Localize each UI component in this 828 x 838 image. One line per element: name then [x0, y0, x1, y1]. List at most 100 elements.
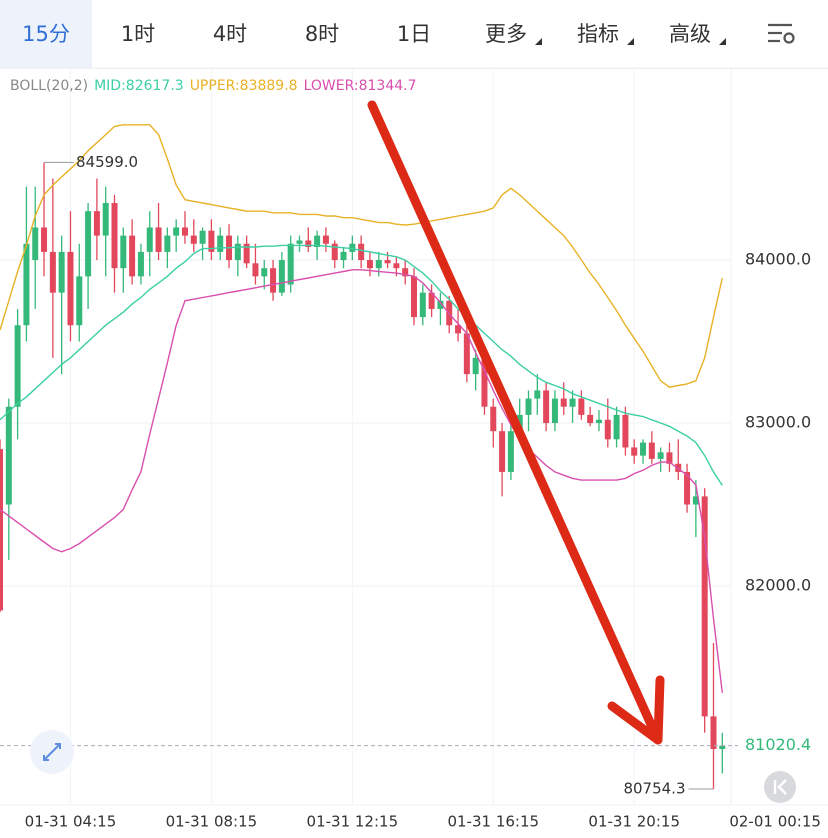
candle-body [155, 227, 162, 252]
candle-body [393, 263, 400, 269]
y-tick-label: 83000.0 [745, 413, 811, 432]
candle-body [234, 243, 241, 261]
x-tick-label: 01-31 04:15 [25, 813, 117, 831]
candle-body [604, 419, 611, 440]
period-tab[interactable]: 8时 [304, 22, 340, 46]
candle-body [684, 471, 691, 505]
candle-body [270, 268, 277, 293]
candle-body [534, 390, 541, 399]
candle-body [587, 414, 594, 424]
candle-body [472, 357, 479, 375]
legend-entry: LOWER:81344.7 [304, 78, 417, 94]
annotation-arrow [367, 100, 665, 745]
candle-body [631, 447, 638, 456]
band-line [0, 244, 723, 486]
band-line [0, 269, 723, 693]
candle-body [358, 243, 365, 261]
candle-body [5, 406, 12, 505]
period-tab[interactable]: 高级 [644, 0, 736, 68]
candle-body [622, 414, 629, 448]
back-icon [773, 779, 787, 795]
candle-body [340, 251, 347, 261]
candle-body [173, 227, 180, 236]
candle-body [402, 268, 409, 277]
period-tab[interactable]: 指标 [552, 0, 644, 68]
candle-body [719, 745, 726, 749]
candle-body [657, 452, 664, 459]
candle-body [701, 496, 708, 717]
candle-body [85, 211, 92, 277]
candle-body [41, 227, 48, 252]
candle-body [569, 398, 576, 407]
candle-body [560, 398, 567, 407]
candle-body [419, 292, 426, 318]
dropdown-arrow [627, 38, 634, 45]
period-tab[interactable]: 1日 [396, 22, 432, 46]
expand-icon [43, 743, 61, 761]
candle-body [507, 431, 514, 472]
candle-body [252, 263, 259, 277]
candle-body [93, 211, 100, 236]
legend-entry: MID:82617.3 [94, 78, 184, 94]
candle-body [551, 398, 558, 424]
candle-body [129, 235, 136, 277]
y-tick-label: 84000.0 [745, 250, 811, 269]
period-tabs: 15分 1时 4时 8时 1日 更多 指标 高级 [0, 0, 828, 69]
dropdown-arrow [535, 38, 542, 45]
candle-body [102, 203, 109, 236]
candle-body [613, 414, 620, 440]
y-tick-label: 82000.0 [745, 576, 811, 595]
candle-body [437, 300, 444, 309]
period-tab[interactable]: 15分 [0, 0, 92, 68]
candle-body [481, 357, 488, 407]
candle-body [199, 230, 206, 244]
candle-body [296, 240, 303, 244]
candle-body [349, 243, 356, 252]
candle-body [666, 452, 673, 464]
candle-body [217, 235, 224, 252]
candle-body [120, 235, 127, 269]
x-tick-label: 01-31 12:15 [307, 813, 399, 831]
candle-body [499, 431, 506, 472]
period-tab[interactable]: 1时 [120, 22, 156, 46]
candle-body [640, 442, 647, 456]
x-tick-label: 01-31 20:15 [588, 813, 680, 831]
candle-body [287, 243, 294, 285]
legend-entry: UPPER:83889.8 [190, 78, 298, 94]
candle-body [76, 276, 83, 326]
candle-body [322, 235, 329, 244]
x-tick-label: 01-31 08:15 [166, 813, 258, 831]
band-line [0, 124, 723, 388]
candle-body [32, 227, 39, 261]
candle-body [525, 398, 532, 415]
candle-body [314, 235, 321, 248]
candle-body [67, 251, 74, 326]
candle-body [190, 235, 197, 244]
indicator-name: BOLL(20,2) [10, 78, 88, 94]
candle-body [278, 260, 285, 293]
candle-body [305, 240, 312, 248]
candle-body [648, 442, 655, 459]
candle-body [181, 227, 188, 236]
x-tick-label: 02-01 00:15 [729, 813, 821, 831]
candle-body [0, 449, 3, 611]
candle-body [428, 292, 435, 309]
high-label: 84599.0 [76, 153, 138, 171]
x-tick-label: 01-31 16:15 [447, 813, 539, 831]
settings-icon[interactable] [768, 23, 795, 44]
candle-body [692, 496, 699, 505]
candle-body [411, 276, 417, 318]
candle-body [137, 251, 144, 277]
candle-body [375, 260, 382, 269]
candle-body [331, 243, 338, 261]
candle-body [490, 406, 497, 432]
candle-body [463, 333, 470, 375]
candle-body [261, 268, 268, 277]
period-tab[interactable]: 更多 [460, 0, 552, 68]
last-price-label: 81020.4 [745, 735, 811, 754]
period-tab[interactable]: 4时 [212, 22, 248, 46]
low-label: 80754.3 [623, 780, 685, 798]
candle-body [595, 419, 602, 424]
candle-body [578, 398, 585, 415]
